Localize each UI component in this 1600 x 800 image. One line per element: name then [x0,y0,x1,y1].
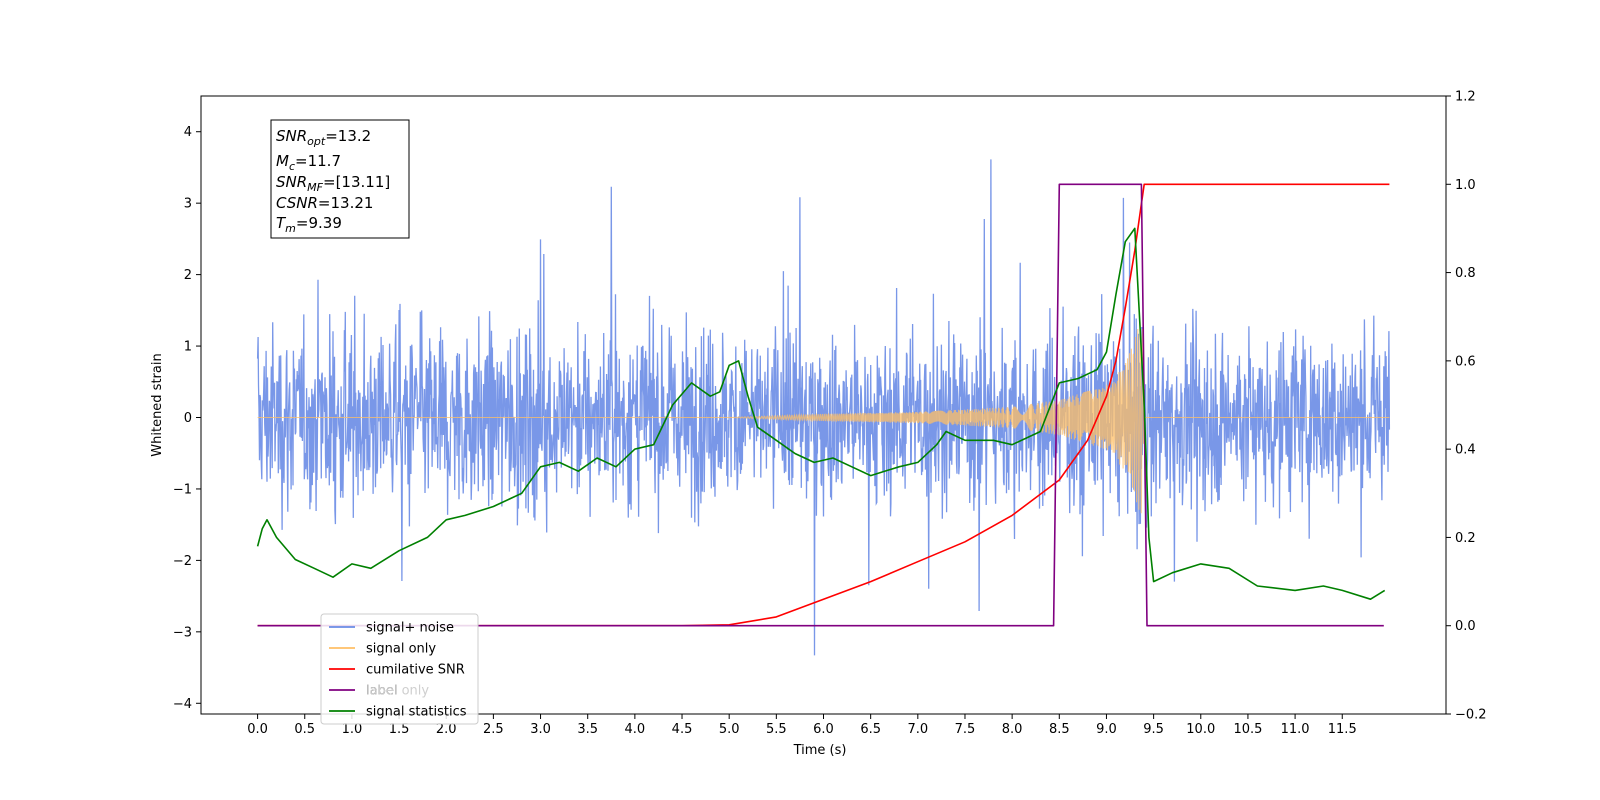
x-axis-title: Time (s) [793,743,847,758]
legend-label: label [366,684,397,699]
annotation-mc: Mc=11.7 [276,152,341,173]
x-tick-label: 9.0 [1096,722,1117,737]
x-tick-label: 11.5 [1328,722,1357,737]
y-tick-label: −1 [173,482,192,497]
y2-tick-label: 1.2 [1455,90,1476,105]
y-tick-label: 1 [184,340,192,355]
y2-tick-label: 0.4 [1455,443,1476,458]
series-label [257,183,1384,627]
y-tick-label: 2 [184,268,192,283]
x-tick-label: 8.0 [1002,722,1023,737]
x-tick-label: 4.5 [672,722,693,737]
x-tick-label: 10.5 [1233,722,1262,737]
x-tick-label: 6.5 [860,722,881,737]
x-tick-label: 4.0 [625,722,646,737]
y2-tick-label: 0.0 [1455,619,1476,634]
y-tick-label: −2 [173,554,192,569]
x-tick-label: 0.5 [294,722,315,737]
series-signal-only [257,321,1390,514]
y2-tick-label: 0.2 [1455,531,1476,546]
annotation-csnr: CSNR=13.21 [276,194,373,212]
x-tick-label: 3.0 [530,722,551,737]
x-tick-label: 9.5 [1143,722,1164,737]
y-tick-label: 0 [184,411,192,426]
annotation-snr-opt: SNRopt=13.2 [276,127,371,148]
legend-label: signal only [366,642,436,657]
y-axis-title: Whitened strain [150,353,165,456]
x-tick-label: 1.0 [342,722,363,737]
series-signal-statistics [256,227,1386,600]
annotation-snr-mf: SNRMF=[13.11] [276,173,390,194]
plot-area [256,159,1391,656]
x-tick-label: 0.0 [247,722,268,737]
x-tick-label: 5.0 [719,722,740,737]
legend-frame [320,613,479,725]
y-tick-label: −4 [173,697,192,712]
annotation-tm: Tm=9.39 [276,214,342,235]
y-tick-label: 4 [184,125,192,140]
y2-tick-label: 0.8 [1455,266,1476,281]
legend-label: cumilative SNR [366,663,465,678]
x-tick-label: 6.0 [813,722,834,737]
legend-label: signal+ noise [366,621,454,636]
x-tick-label: 2.0 [436,722,457,737]
series-signal-noise [256,159,1391,656]
legend-label: label only [366,684,429,699]
annotation-frame [270,119,410,239]
x-tick-label: 7.5 [955,722,976,737]
x-tick-label: 2.5 [483,722,504,737]
annotation-box: SNRopt=13.2 Mc=11.7 SNRMF=[13.11] CSNR=1… [270,119,410,239]
x-tick-label: 1.5 [389,722,410,737]
axes: 0.0 0.5 1.0 1.5 2.0 2.5 3.0 3.5 4.0 4.5 5.0 5.5 6.0 6… [173,90,1487,738]
y2-tick-label: −0.2 [1455,708,1487,723]
y2-tick-label: 0.6 [1455,354,1476,369]
x-tick-label: 10.0 [1186,722,1215,737]
legend-label: signal statistics [366,705,467,720]
x-tick-label: 5.5 [766,722,787,737]
x-tick-label: 8.5 [1049,722,1070,737]
x-tick-label: 3.5 [577,722,598,737]
x-tick-label: 11.0 [1281,722,1310,737]
y-tick-label: 3 [184,197,192,212]
legend: signal+ noise signal only cumilative SNR la… [320,613,479,725]
y-tick-label: −3 [173,625,192,640]
x-tick-label: 7.0 [907,722,928,737]
y2-tick-label: 1.0 [1455,178,1476,193]
